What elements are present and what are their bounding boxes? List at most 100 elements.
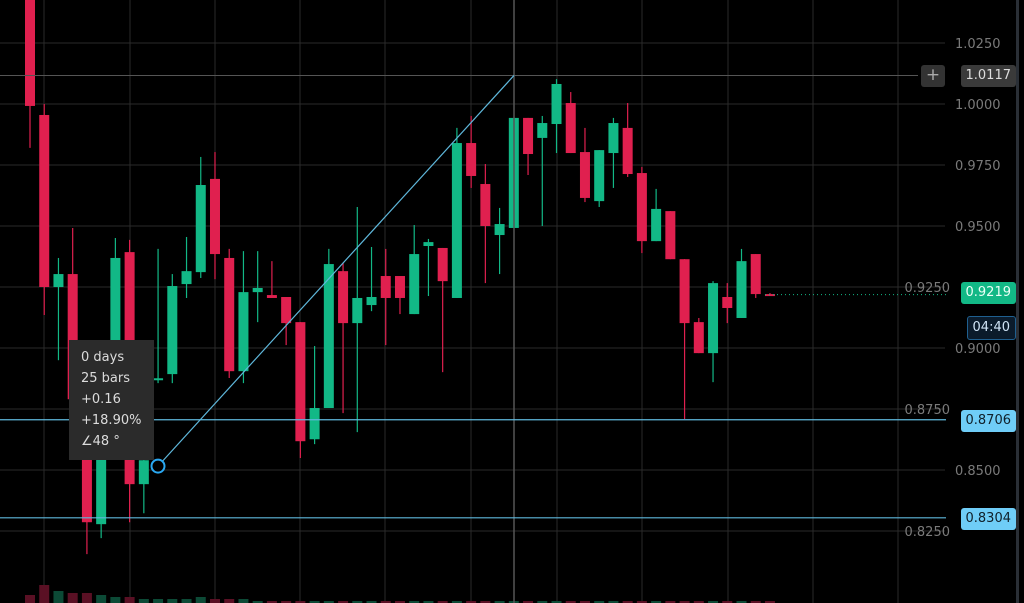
candle-body: [708, 283, 719, 354]
candle-body: [309, 408, 320, 440]
volume-bar: [153, 599, 164, 603]
candle-body: [153, 378, 164, 381]
price-tick-label: 0.9250: [905, 281, 951, 296]
volume-bars: [25, 585, 775, 603]
volume-bar: [651, 601, 662, 603]
candle-body: [636, 173, 647, 242]
volume-bar: [309, 601, 320, 603]
volume-bar: [423, 601, 434, 603]
candle-body: [394, 276, 405, 298]
price-tick-label: 0.9750: [955, 159, 1001, 174]
panel-divider[interactable]: [1016, 0, 1019, 603]
candle-body: [537, 123, 548, 138]
volume-bar: [622, 601, 633, 603]
tooltip-angle: ∠48 °: [81, 434, 120, 449]
volume-bar: [565, 601, 576, 603]
candle-body: [594, 150, 605, 202]
candle-body: [266, 295, 277, 298]
volume-bar: [138, 599, 149, 603]
volume-bar: [665, 601, 676, 603]
trend-line-handle: [150, 458, 166, 474]
candle-body: [110, 257, 121, 400]
volume-bar: [110, 597, 121, 603]
volume-bar: [209, 599, 220, 603]
volume-bar: [551, 601, 562, 603]
candle-body: [25, 0, 35, 106]
volume-bar: [224, 599, 235, 603]
candle-body: [409, 254, 420, 315]
measure-tooltip: 0 days 25 bars +0.16 +18.90% ∠48 °: [69, 340, 154, 460]
candle-body: [81, 409, 92, 523]
volume-bar: [266, 601, 277, 603]
volume-bar: [466, 601, 477, 603]
volume-bar: [594, 601, 605, 603]
candle-body: [665, 211, 676, 260]
candle-body: [622, 127, 633, 175]
candle-body: [480, 184, 491, 226]
volume-bar: [124, 597, 135, 603]
candle-body: [736, 261, 747, 318]
volume-bar: [736, 601, 747, 603]
price-tick-label: 0.8750: [905, 403, 951, 418]
volume-bar: [480, 601, 491, 603]
candle-body: [608, 123, 619, 154]
volume-bar: [693, 601, 704, 603]
tooltip-bars: 25 bars: [81, 371, 131, 386]
candle-body: [693, 322, 704, 354]
volume-bar: [39, 585, 50, 603]
volume-bar: [295, 601, 306, 603]
candle-body: [466, 143, 477, 176]
candle-body: [380, 276, 391, 298]
candle-body: [323, 264, 334, 409]
price-tick-label: 1.0250: [955, 37, 1001, 52]
volume-bar: [750, 601, 761, 603]
volume-bar: [53, 591, 64, 603]
candle-body: [579, 152, 590, 198]
price-axis[interactable]: 1.0250 1.0000 0.9750 0.9500 0.9250 0.9000 0.87…: [905, 37, 1001, 540]
price-tick-label: 1.0000: [955, 98, 1001, 113]
candle-body: [181, 271, 192, 285]
countdown-label: 04:40: [966, 316, 1016, 340]
hline-label-1[interactable]: 0.8706: [960, 410, 1016, 432]
price-tick-label: 0.8250: [905, 525, 951, 540]
volume-bar: [338, 601, 349, 603]
candle-body: [651, 208, 662, 242]
price-tick-label: 0.8500: [955, 464, 1001, 479]
candle-body: [565, 103, 576, 154]
candle-body: [238, 292, 249, 372]
volume-bar: [323, 601, 334, 603]
candle-body: [252, 287, 263, 293]
trend-line: [157, 75, 515, 467]
candle-body: [224, 257, 235, 372]
volume-bar: [409, 601, 420, 603]
volume-bar: [281, 601, 292, 603]
candle-body: [679, 259, 690, 324]
candle-body: [494, 224, 505, 236]
volume-bar: [25, 595, 35, 603]
candle-body: [451, 143, 462, 298]
volume-bar: [238, 599, 249, 603]
candle-body: [39, 114, 50, 287]
volume-bar: [81, 593, 92, 603]
volume-bar: [494, 601, 505, 603]
volume-bar: [67, 593, 78, 603]
drawings[interactable]: [0, 0, 946, 603]
volume-bar: [96, 595, 107, 603]
volume-bar: [394, 601, 405, 603]
price-tick-label: 0.9000: [955, 342, 1001, 357]
volume-bar: [380, 601, 391, 603]
candle-body: [750, 254, 761, 295]
volume-bar: [764, 601, 775, 603]
candle-body: [96, 401, 107, 525]
candle-body: [423, 242, 434, 247]
crosshair-price-label: 1.0117: [960, 65, 1016, 87]
volume-bar: [608, 601, 619, 603]
candle-body: [523, 117, 534, 155]
volume-bar: [167, 599, 178, 603]
hline-label-2[interactable]: 0.8304: [960, 508, 1016, 530]
candles: [25, 0, 775, 555]
add-alert-button[interactable]: +: [921, 65, 945, 87]
current-price-label: 0.9219: [960, 282, 1016, 304]
volume-bar: [708, 601, 719, 603]
